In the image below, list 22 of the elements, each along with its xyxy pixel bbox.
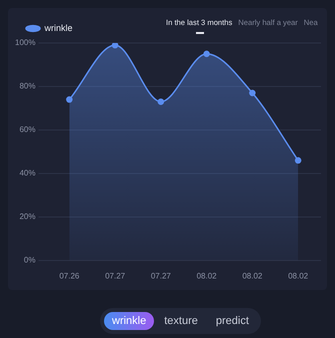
y-tick-label: 40%: [19, 168, 36, 178]
text: texture: [163, 314, 199, 329]
point: [66, 96, 73, 103]
x-tick-label: 07.27: [105, 271, 126, 280]
text: wrinkle: [104, 312, 154, 330]
x-tick-label: 08.02: [242, 271, 263, 280]
text: predict: [214, 314, 250, 329]
point: [294, 157, 302, 164]
x-tick-label: 07.27: [150, 271, 172, 280]
x-tick-label: 08.02: [288, 271, 309, 280]
y-tick-label: 20%: [19, 212, 36, 222]
point: [112, 43, 118, 48]
point: [203, 50, 210, 58]
legend-label: wrinkle: [44, 22, 73, 33]
point: [249, 90, 256, 96]
y-tick-label: 0%: [24, 256, 36, 265]
y-tick-label: 60%: [19, 125, 36, 134]
point: [158, 98, 164, 105]
x-tick-label: 07.26: [59, 271, 80, 280]
x-tick-label: 08.02: [196, 271, 218, 280]
y-tick-label: 100%: [14, 38, 36, 48]
y-tick-label: 80%: [19, 82, 36, 91]
